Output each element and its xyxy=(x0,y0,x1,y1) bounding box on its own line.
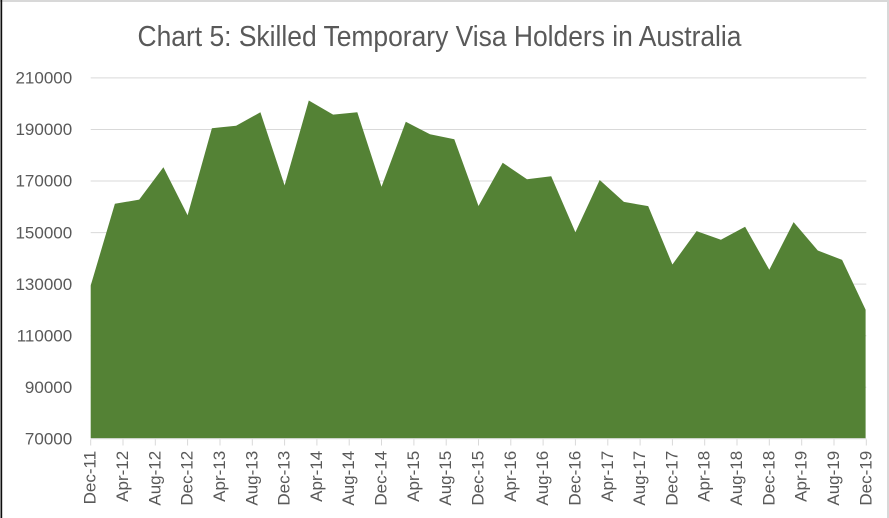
svg-text:Apr-19: Apr-19 xyxy=(792,451,811,502)
svg-text:Apr-12: Apr-12 xyxy=(113,451,132,502)
svg-text:170000: 170000 xyxy=(15,172,72,191)
svg-text:Apr-14: Apr-14 xyxy=(307,451,326,502)
svg-text:Aug-17: Aug-17 xyxy=(630,451,649,506)
svg-text:110000: 110000 xyxy=(17,326,72,345)
svg-text:Aug-15: Aug-15 xyxy=(436,451,455,506)
svg-text:130000: 130000 xyxy=(15,275,72,294)
svg-text:Apr-18: Apr-18 xyxy=(695,451,714,502)
svg-text:70000: 70000 xyxy=(25,430,72,449)
svg-text:Aug-12: Aug-12 xyxy=(145,451,164,506)
svg-text:Dec-15: Dec-15 xyxy=(469,451,488,506)
svg-text:Dec-16: Dec-16 xyxy=(565,451,584,506)
svg-text:90000: 90000 xyxy=(25,378,72,397)
svg-text:Dec-13: Dec-13 xyxy=(275,451,294,506)
svg-text:Aug-18: Aug-18 xyxy=(727,451,746,506)
svg-text:Aug-13: Aug-13 xyxy=(242,451,261,506)
svg-text:210000: 210000 xyxy=(15,69,72,88)
svg-text:Apr-13: Apr-13 xyxy=(210,451,229,502)
svg-text:Dec-11: Dec-11 xyxy=(81,451,100,505)
svg-text:Dec-14: Dec-14 xyxy=(372,451,391,506)
svg-text:Dec-19: Dec-19 xyxy=(856,451,875,506)
svg-text:Aug-14: Aug-14 xyxy=(339,451,358,506)
svg-text:Apr-15: Apr-15 xyxy=(404,451,423,502)
svg-text:Dec-18: Dec-18 xyxy=(759,451,778,506)
svg-text:Dec-17: Dec-17 xyxy=(662,451,681,506)
svg-text:Aug-19: Aug-19 xyxy=(824,451,843,506)
svg-text:Dec-12: Dec-12 xyxy=(178,451,197,506)
svg-text:190000: 190000 xyxy=(15,120,72,139)
svg-text:Apr-17: Apr-17 xyxy=(598,451,617,502)
svg-text:Chart 5: Skilled Temporary Vis: Chart 5: Skilled Temporary Visa Holders … xyxy=(138,21,743,53)
svg-text:Aug-16: Aug-16 xyxy=(533,451,552,506)
svg-text:Apr-16: Apr-16 xyxy=(501,451,520,502)
svg-text:150000: 150000 xyxy=(15,223,72,242)
